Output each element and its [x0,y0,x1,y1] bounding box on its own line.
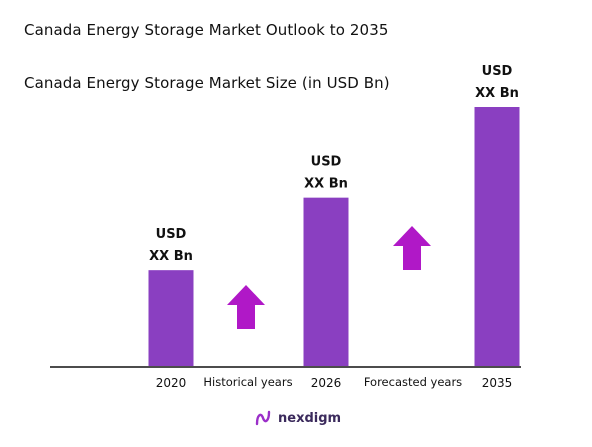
period-label-historical: Historical years [203,375,292,389]
x-tick-2020: 2020 [156,376,187,390]
period-label-forecasted: Forecasted years [364,375,462,389]
x-tick-2035: 2035 [482,376,513,390]
chart-subtitle: Canada Energy Storage Market Size (in US… [24,74,390,92]
data-label-2026-line2: XX Bn [304,177,348,192]
data-label-2020-line2: XX Bn [149,249,193,264]
data-label-2035-line1: USD [482,64,513,79]
nexdigm-logo-icon [255,410,271,426]
nexdigm-logo: nexdigm [254,409,341,427]
growth-arrow-historical-icon [227,285,265,329]
bar-2026 [303,197,349,366]
growth-arrow-forecasted-icon [393,226,431,270]
bar-2020 [148,270,194,366]
bar-2035 [474,107,520,366]
data-label-2035-line2: XX Bn [475,86,519,101]
x-tick-2026: 2026 [311,376,342,390]
chart-title: Canada Energy Storage Market Outlook to … [24,21,389,39]
data-label-2026-line1: USD [311,155,342,170]
data-label-2020-line1: USD [156,227,187,242]
logo-text: nexdigm [278,410,342,426]
